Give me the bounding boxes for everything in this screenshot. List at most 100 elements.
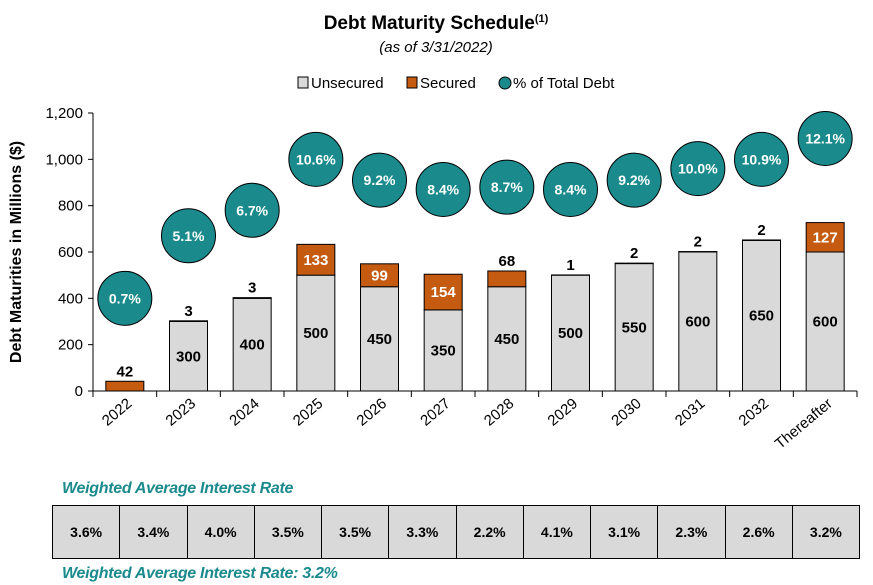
x-tick-label: 2022 (99, 395, 135, 429)
label-unsecured-2025: 500 (303, 325, 328, 342)
y-tick-label: 800 (58, 198, 83, 215)
x-tick-label: 2031 (672, 395, 708, 429)
bar-unsecured-2029 (551, 274, 590, 392)
pct-label-2030: 9.2% (618, 172, 650, 188)
rate-cell: 3.3% (388, 505, 457, 559)
rate-cell: 3.5% (320, 505, 390, 559)
interest-rate-row: 3.6% 3.4% 4.0% 3.5% 3.5% 3.3% 2.2% 4.1% 3.1% 2.3%… (51, 505, 861, 559)
bar-secured-2024 (232, 297, 272, 299)
label-secured-2031: 2 (694, 234, 702, 251)
pct-bubble-2029 (543, 161, 598, 217)
label-unsecured-2024: 400 (240, 337, 265, 354)
label-unsecured-2026: 450 (367, 331, 392, 348)
label-unsecured-2030: 550 (622, 319, 647, 336)
label-unsecured-2028: 450 (494, 331, 519, 348)
rate-cell: 3.5% (253, 505, 323, 559)
pct-label-2027: 8.4% (427, 181, 459, 197)
label-secured-2023: 3 (184, 303, 192, 320)
bar-secured-2023 (169, 320, 208, 322)
pct-bubble-2031 (670, 141, 726, 197)
bar-secured-2026 (360, 263, 399, 288)
legend-swatch-pct-total-debt (498, 76, 512, 90)
pct-label-2031: 10.0% (678, 161, 718, 177)
chart-subtitle: (as of 3/31/2022) (379, 39, 492, 56)
x-tick-label: 2025 (290, 395, 326, 429)
label-secured-2027: 154 (431, 284, 457, 301)
label-secured-2028: 68 (498, 253, 515, 270)
interest-rate-table: 3.6% 3.4% 4.0% 3.5% 3.5% 3.3% 2.2% 4.1% 3.1% 2.3%… (51, 505, 861, 559)
pct-label-2029: 8.4% (555, 181, 587, 197)
x-tick-label: 2028 (481, 395, 517, 429)
label-secured-2030: 2 (630, 245, 638, 262)
weighted-average-summary: Weighted Average Interest Rate: 3.2% (62, 565, 338, 582)
x-tick-label: 2024 (226, 395, 262, 429)
bar-unsecured-2031 (678, 251, 718, 392)
weighted-average-title: Weighted Average Interest Rate (62, 480, 294, 497)
x-axis: 2022 2023 2024 2025 2026 2027 2028 2029 2030 2031… (92, 390, 858, 453)
label-secured-2032: 2 (757, 222, 765, 239)
legend-swatch-secured (406, 76, 418, 89)
pct-bubble-thereafter (797, 110, 853, 166)
label-secured-2022: 42 (116, 363, 133, 380)
pct-label-2025: 10.6% (296, 151, 336, 167)
pct-bubble-2025 (288, 131, 344, 187)
label-unsecured-2029: 500 (558, 325, 583, 342)
pct-bubble-group: 0.7% 5.1% 6.7% 10.6% 9.2% 8.4% 8.7% 8.4% 9.2% 10.… (97, 110, 853, 326)
bar-secured-thereafter (805, 222, 845, 253)
label-unsecured-thereafter: 600 (813, 314, 838, 331)
bar-secured-2022 (105, 380, 145, 392)
legend-label-unsecured: Unsecured (311, 75, 384, 92)
rate-cell: 3.2% (791, 505, 861, 559)
x-tick-label: 2026 (354, 395, 390, 429)
rate-cell: 3.4% (119, 505, 188, 559)
y-tick-label: 200 (58, 337, 83, 354)
chart-legend: Unsecured Secured % of Total Debt (297, 75, 615, 92)
label-unsecured-2027: 350 (431, 342, 456, 359)
bar-unsecured-2030 (614, 263, 654, 392)
rate-cell: 2.6% (724, 505, 793, 559)
rate-cell: 2.2% (455, 505, 524, 559)
bar-unsecured-2025 (296, 274, 336, 392)
y-tick-label: 600 (58, 244, 83, 261)
pct-bubble-2032 (734, 131, 789, 187)
pct-bubble-2027 (415, 161, 471, 217)
label-unsecured-2031: 600 (685, 314, 710, 331)
bar-unsecured-2023 (169, 321, 208, 392)
bar-secured-2025 (296, 243, 336, 276)
pct-label-2032: 10.9% (742, 151, 782, 167)
rate-cell: 4.1% (522, 505, 592, 559)
bar-secured-2027 (423, 273, 463, 311)
bar-unsecured-2032 (742, 239, 781, 392)
y-tick-label: 400 (58, 290, 83, 307)
label-secured-thereafter: 127 (813, 229, 838, 246)
pct-bubble-2024 (224, 182, 280, 238)
legend-label-pct-total-debt: % of Total Debt (513, 75, 615, 92)
bar-secured-2028 (487, 270, 527, 288)
bar-unsecured-thereafter (805, 251, 845, 392)
label-secured-2024: 3 (248, 280, 256, 297)
y-tick-label: 0 (75, 383, 83, 400)
pct-bubble-2022 (97, 270, 153, 326)
y-axis: 0 200 400 600 800 1,000 1,200 (45, 105, 94, 400)
label-secured-2029: 1 (566, 257, 574, 274)
pct-label-2024: 6.7% (236, 202, 268, 218)
rate-cell: 3.1% (589, 505, 659, 559)
x-tick-label: 2030 (608, 395, 644, 429)
y-axis-label: Debt Maturities in Millions ($) (8, 141, 25, 363)
rate-cell: 3.6% (51, 505, 121, 559)
y-tick-label: 1,000 (45, 151, 83, 168)
pct-bubble-2028 (479, 159, 535, 215)
pct-label-thereafter: 12.1% (805, 130, 845, 146)
x-tick-label: Thereafter (772, 395, 836, 453)
x-tick-label: 2029 (545, 395, 581, 429)
bar-group: 42 300 3 400 3 500 133 450 99 350 154 450 68 500 1 550 2… (105, 222, 845, 392)
pct-bubble-2026 (352, 152, 407, 208)
x-tick-label: 2023 (163, 395, 199, 429)
legend-swatch-unsecured (297, 76, 309, 89)
bar-unsecured-2026 (360, 286, 399, 392)
label-secured-2026: 99 (371, 267, 388, 284)
y-tick-label: 1,200 (45, 105, 83, 122)
x-tick-label: 2032 (736, 395, 772, 429)
legend-label-secured: Secured (420, 75, 476, 92)
pct-bubble-2023 (161, 208, 216, 264)
